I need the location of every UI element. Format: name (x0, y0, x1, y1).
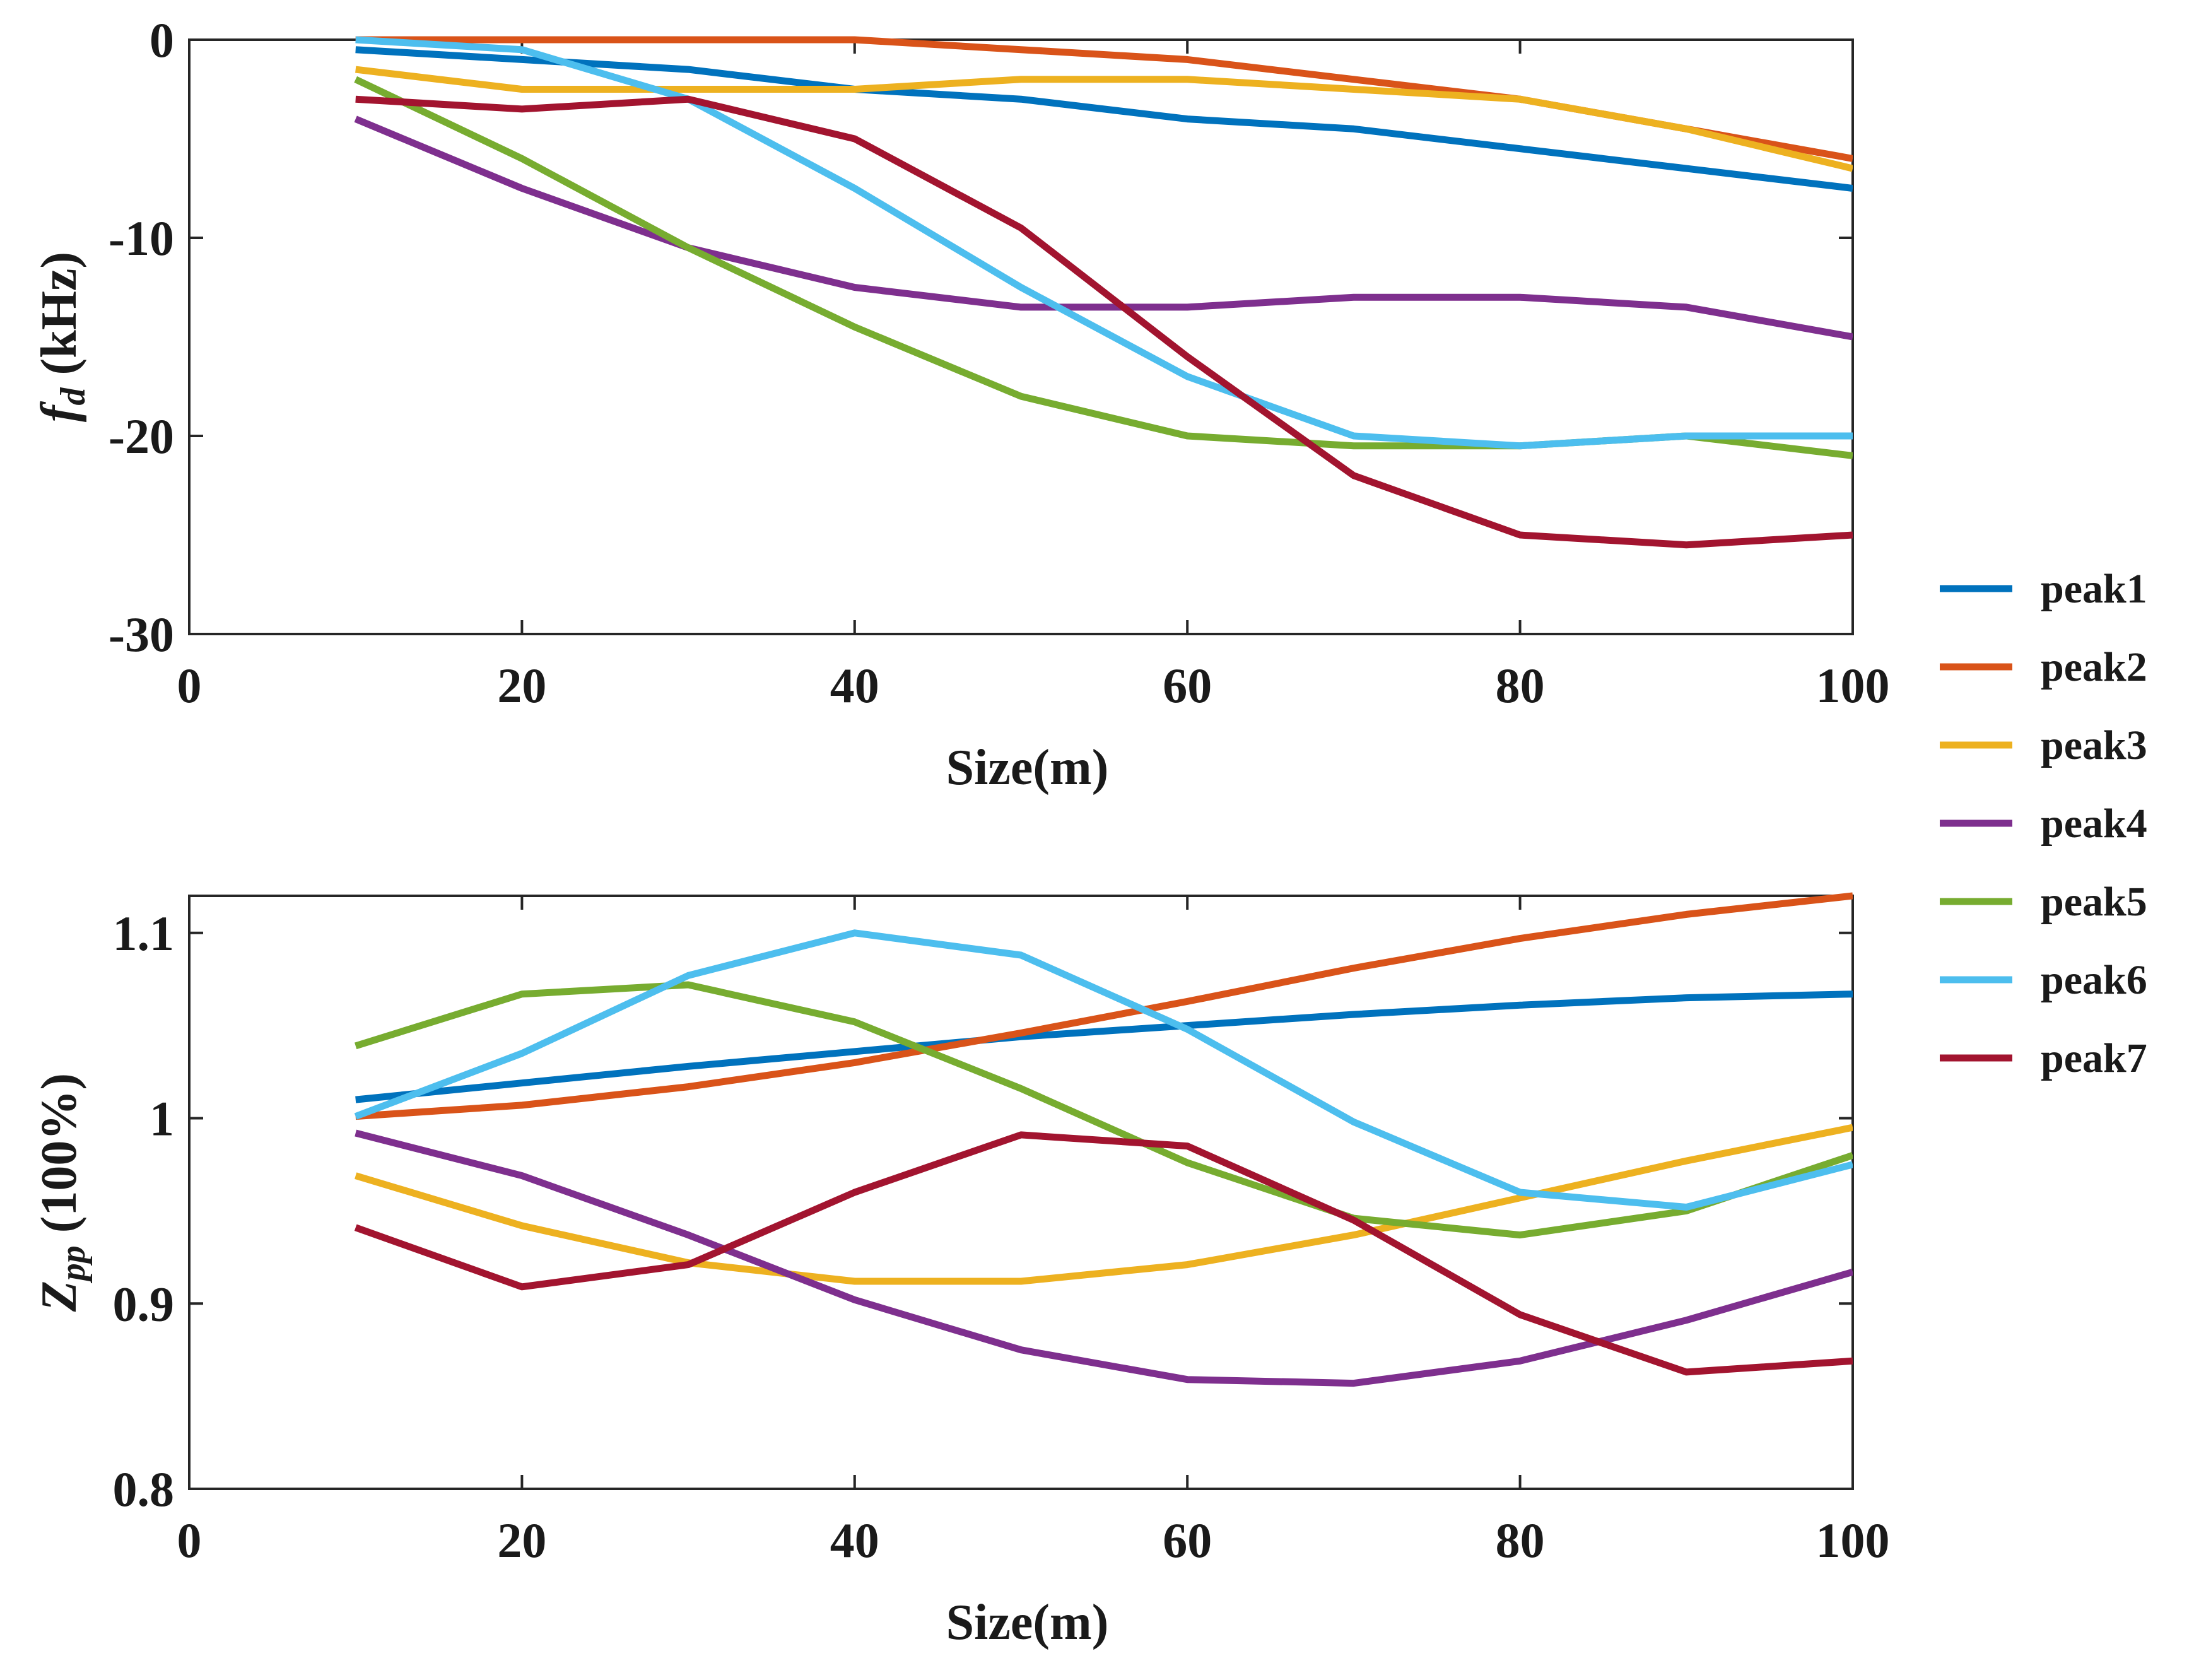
fd-y-axis-subscript: d (54, 387, 93, 405)
legend-label-peak3: peak3 (2041, 722, 2147, 768)
legend: peak1 peak2 peak3 peak4 peak5 peak6 peak7 (1940, 566, 2147, 1081)
fd-series-group (354, 36, 1853, 549)
fd-y-tick-label: -30 (109, 607, 174, 662)
zpp-y-tick-label: 1 (150, 1091, 174, 1146)
fd-y-tick-label: -10 (109, 211, 174, 266)
zpp-y-tick-label: 0.8 (113, 1462, 175, 1517)
zpp-series-peak2 (355, 892, 1853, 1120)
legend-label-peak1: peak1 (2041, 566, 2147, 612)
legend-label-peak5: peak5 (2041, 879, 2147, 925)
legend-label-peak2: peak2 (2041, 644, 2147, 690)
zpp-x-tick-label: 100 (1816, 1513, 1890, 1568)
fd-y-axis-label: fd (kHz) (32, 252, 93, 422)
zpp-x-tick-label: 0 (177, 1513, 202, 1568)
legend-label-peak6: peak6 (2041, 957, 2147, 1003)
legend-item-peak3: peak3 (1940, 722, 2147, 768)
zpp-y-tick-label: 0.9 (113, 1276, 175, 1331)
zpp-series-peak5 (355, 981, 1853, 1239)
zpp-series-peak6 (354, 929, 1853, 1211)
fd-x-tick-label: 100 (1816, 658, 1890, 713)
zpp-axes-box (188, 895, 1854, 1490)
zpp-x-tick-label: 80 (1496, 1513, 1545, 1568)
fd-y-axis-unit: (kHz) (32, 252, 87, 388)
fd-x-tick-label: 20 (497, 658, 546, 713)
zpp-series-group (354, 892, 1853, 1387)
fd-chart-panel: 0 20 40 60 80 100 0 -10 -20 -30 Size(m) fd (kHz) (32, 13, 1890, 796)
fd-y-tick-label: 0 (150, 13, 174, 68)
fd-series-peak7 (355, 95, 1853, 549)
legend-item-peak4: peak4 (1940, 801, 2147, 847)
legend-label-peak7: peak7 (2041, 1035, 2147, 1081)
zpp-y-tick-label: 1.1 (113, 906, 175, 961)
fd-x-tick-label: 40 (830, 658, 879, 713)
fd-series-peak3 (355, 66, 1853, 172)
fd-x-tick-label: 80 (1496, 658, 1545, 713)
legend-item-peak7: peak7 (1940, 1035, 2147, 1081)
fd-x-tick-label: 60 (1163, 658, 1212, 713)
zpp-y-axis-subscript: pp (54, 1245, 93, 1283)
zpp-y-axis-unit: (100%) (32, 1073, 87, 1245)
zpp-series-peak7 (354, 1131, 1853, 1376)
fd-series-peak6 (355, 36, 1853, 450)
zpp-chart-panel: 0 20 40 60 80 100 0.8 0.9 1 1.1 Size(m) Zpp (100%) (32, 892, 1890, 1650)
zpp-y-axis-label: Zpp (100%) (32, 1073, 93, 1312)
legend-item-peak6: peak6 (1940, 957, 2147, 1003)
legend-item-peak1: peak1 (1940, 566, 2147, 612)
legend-item-peak5: peak5 (1940, 879, 2147, 925)
legend-item-peak2: peak2 (1940, 644, 2147, 690)
zpp-series-peak3 (355, 1124, 1853, 1285)
legend-label-peak4: peak4 (2041, 801, 2147, 847)
fd-series-peak4 (354, 115, 1853, 341)
fd-x-axis-label: Size(m) (946, 740, 1109, 796)
fd-y-tick-label: -20 (109, 409, 174, 464)
zpp-series-peak1 (355, 990, 1853, 1103)
zpp-y-axis-symbol: Z (32, 1281, 87, 1312)
zpp-x-tick-label: 60 (1163, 1513, 1212, 1568)
fd-x-tick-label: 0 (177, 658, 202, 713)
zpp-x-tick-label: 40 (830, 1513, 879, 1568)
fd-series-peak1 (355, 46, 1853, 192)
zpp-x-axis-label: Size(m) (946, 1595, 1109, 1650)
zpp-x-tick-label: 20 (497, 1513, 546, 1568)
